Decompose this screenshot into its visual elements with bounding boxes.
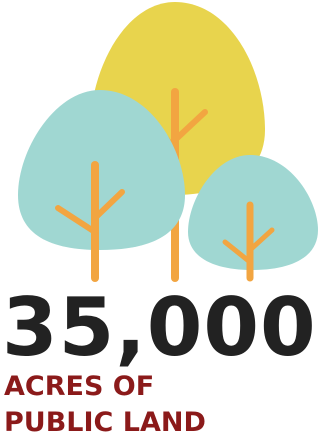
big-figure: 35,000 (2, 288, 317, 368)
trees-illustration (0, 0, 318, 285)
caption-line: PUBLIC LAND (4, 408, 206, 438)
caption-line: ACRES OF (4, 372, 154, 402)
infographic: 35,000 ACRES OF PUBLIC LAND (0, 0, 318, 445)
